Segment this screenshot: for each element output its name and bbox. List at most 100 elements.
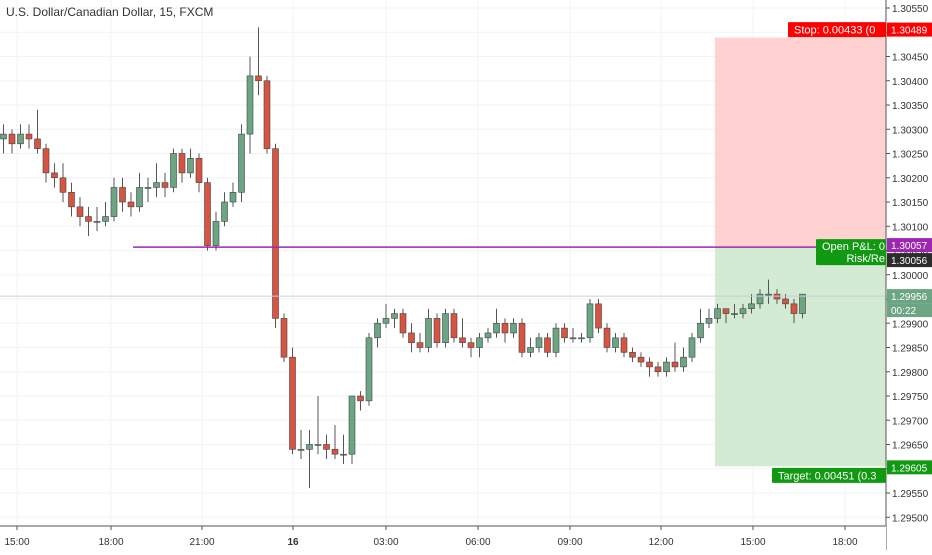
candle-up [731,313,738,315]
price-axis-label: 1.29750 [892,392,929,403]
price-axis-label: 1.30150 [892,198,929,209]
stop-label: Stop: 0.00433 (0 [788,22,886,38]
candle-down [399,313,407,334]
candle-up [510,322,517,334]
entry-price-tag: 1.30057 [887,238,932,253]
price-axis-label: 1.30250 [892,150,929,161]
candle-down [790,303,798,314]
candle-up [297,449,305,451]
candle-up [110,187,118,217]
time-axis-label: 18:00 [98,537,123,548]
candle-up [612,337,619,348]
time-axis-label: 15:00 [4,537,29,548]
candle-down [646,361,653,368]
price-axis-label: 1.30400 [892,77,929,88]
candle-down [85,216,92,222]
stop-price-tag-box [887,22,932,37]
candle-up [348,395,356,455]
candle-up [246,75,254,135]
time-axis-label: 06:00 [465,537,490,548]
candle-up [476,337,483,348]
candle-down [459,337,466,343]
candle-down [127,201,135,208]
candle-up [153,182,160,188]
candle-down [8,133,16,145]
candle-up [238,133,245,193]
candle-up [144,187,152,189]
candle-up [527,347,534,353]
stop-loss-zone [715,37,886,248]
stop-price-tag-text: 1.30489 [891,26,928,37]
candle-up [314,444,322,446]
price-tags: 1.30489 1.30057 1.30056 1.29956 00:22 1.29605 [887,22,932,475]
countdown-tag-box [887,303,932,318]
target-price-tag-text: 1.29605 [891,463,928,474]
candle-down [34,138,41,149]
candle-up [569,337,577,340]
entry-price-tag-box [887,238,932,253]
current-price-tag: 1.29956 [887,289,932,304]
candle-down [51,172,58,179]
price-axis-label: 1.30000 [892,271,929,282]
price-axis-label: 1.29850 [892,344,929,355]
candle-up [493,322,500,334]
candle-down [119,187,126,203]
target-label-text: Target: 0.00451 (0.3 [778,470,876,482]
candle-up [535,337,543,348]
time-axis-label: 16 [287,537,299,548]
candle-down [323,444,330,450]
candle-down [416,342,424,348]
candle-up [799,293,806,314]
entry-price-tag-text: 1.30057 [891,241,928,252]
price-axis-label: 1.30300 [892,125,929,136]
candle-up [187,158,194,174]
candle-up [484,332,492,339]
candle-down [433,318,441,343]
time-axis-background [0,526,886,550]
price-lines [0,246,886,297]
stop-label-box [788,22,886,38]
candle-down [263,80,271,149]
candle-up [0,133,7,140]
price-axis-label: 1.30100 [892,222,929,233]
target-price-tag-box [887,460,932,475]
candle-up [442,313,449,343]
candle-down [204,182,211,246]
candle-down [42,148,50,174]
candle-up [340,453,347,456]
candle-down [178,153,186,174]
candle-down [280,318,288,358]
candle-down [782,298,789,305]
candle-up [765,293,772,296]
price-axis-label: 1.30550 [892,4,929,15]
candle-down [561,327,568,339]
current-price-tag-box [887,289,932,304]
candle-down [255,75,262,82]
price-axis-label: 1.29650 [892,441,929,452]
last-bar-price-tag: 1.30056 [887,253,932,267]
candle-up [552,327,560,353]
candle-up [756,293,764,305]
candle-down [637,356,645,363]
target-label: Target: 0.00451 (0.3 [772,467,886,483]
candle-up [748,303,755,310]
candle-down [467,342,475,348]
candle-down [408,332,415,343]
candle-up [425,318,432,348]
candle-up [680,356,687,368]
current-price-tag-text: 1.29956 [891,292,928,303]
candle-up [697,322,704,339]
last-bar-price-tag-text: 1.30056 [891,256,928,267]
time-axis-label: 21:00 [189,537,214,548]
stop-label-text: Stop: 0.00433 (0 [794,25,875,37]
candles-layer [0,27,806,489]
price-axis-background [886,0,932,550]
candle-down [76,206,84,217]
candle-up [688,337,696,358]
candle-down [603,327,611,348]
price-axis-label: 1.29800 [892,368,929,379]
price-axis-label: 1.30350 [892,101,929,112]
